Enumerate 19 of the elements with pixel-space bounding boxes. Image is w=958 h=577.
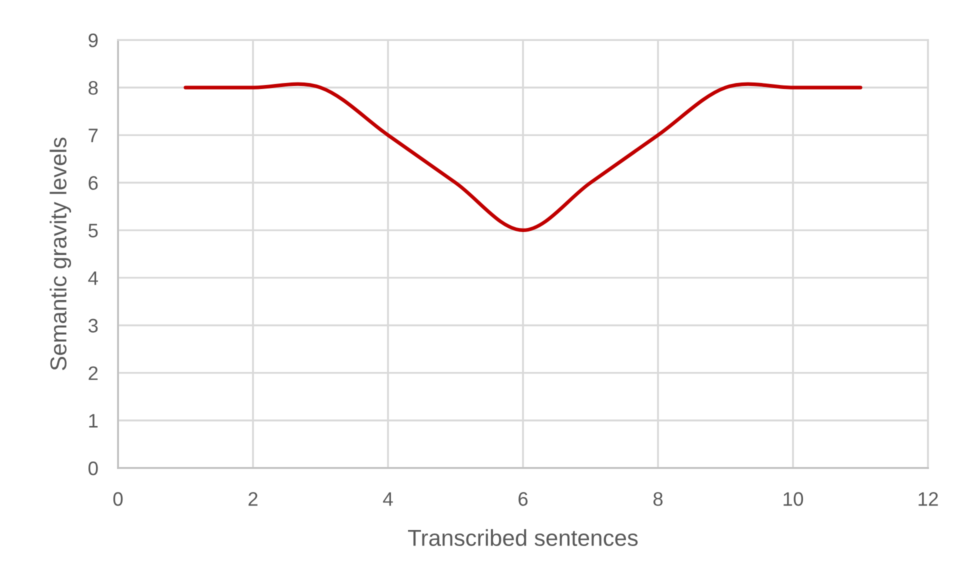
y-axis-title: Semantic gravity levels	[50, 138, 72, 370]
y-tick-label: 0	[88, 461, 98, 476]
y-tick-label: 1	[89, 414, 98, 428]
x-tick-label: 0	[113, 492, 123, 506]
y-tick-label: 3	[88, 318, 98, 333]
x-tick-label: 2	[248, 492, 258, 506]
x-tick-label: 12	[918, 492, 938, 506]
x-tick-label: 10	[784, 492, 804, 506]
y-tick-label: 8	[88, 81, 98, 95]
y-tick-label: 6	[88, 176, 98, 190]
y-tick-label: 2	[88, 366, 98, 380]
y-tick-label: 9	[88, 33, 98, 48]
y-tick-label: 4	[88, 271, 98, 285]
x-tick-label: 4	[383, 492, 393, 506]
y-tick-label: 7	[88, 128, 98, 142]
x-tick-label: 8	[653, 492, 663, 506]
y-tick-label: 5	[88, 224, 98, 238]
x-axis-title: Transcribed sentences	[408, 529, 638, 546]
x-tick-label: 6	[518, 492, 528, 506]
